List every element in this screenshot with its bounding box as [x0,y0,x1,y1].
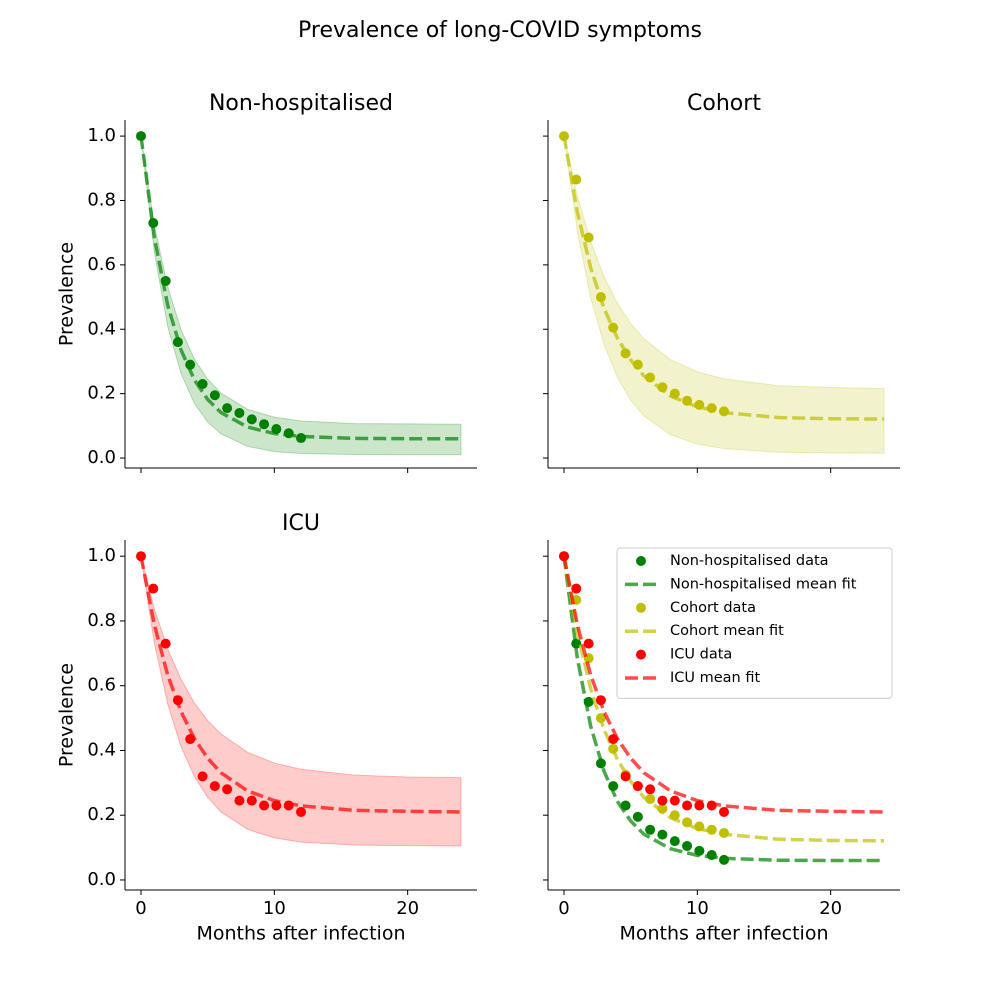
legend-frame [616,547,893,699]
data-point [719,806,729,817]
fit-line [562,135,885,421]
legend-label: Non-hospitalised data [670,553,829,569]
data-point [209,390,220,401]
fit-line [139,555,462,814]
y-tick-label: 0.0 [87,447,116,468]
data-point [583,638,594,649]
y-tick-label: 0.2 [87,383,116,404]
x-tick-label: 20 [819,898,842,919]
data-point [296,806,306,817]
confidence-band [140,556,462,847]
subplot: ICU 0.0 0.2 0.4 0.6 0.8 1.0 0 10 20 Months after i… [56,511,477,945]
data-point [234,795,245,806]
data-point [209,781,220,792]
data-point [682,840,693,851]
y-tick-label: 0.4 [87,318,116,339]
data-point [657,829,668,840]
y-axis-label: Prevalence [56,242,78,346]
data-point [222,784,233,795]
data-point [160,638,171,649]
legend-swatch [636,556,646,566]
x-tick-label: 0 [558,898,569,919]
legend: Non-hospitalised data Non-hospitalised me… [616,547,893,699]
subplot-title: Cohort [687,91,761,116]
y-tick-label: 0.8 [87,189,116,210]
subplot: Non-hospitalised 0.0 0.2 0.4 0.6 0.8 1.0 Preval… [56,91,477,473]
confidence-band [563,135,885,454]
y-tick-label: 0.4 [87,739,116,760]
y-tick-label: 0.6 [87,254,116,275]
data-point [246,414,257,425]
data-point [148,583,159,594]
legend-label: ICU mean fit [670,670,760,686]
legend-swatch [636,649,646,660]
data-point [669,836,680,847]
fit-line [562,555,884,863]
legend-label: Non-hospitalised mean fit [670,576,857,592]
fit-line [562,555,885,843]
x-tick-label: 10 [263,898,286,919]
data-point [620,771,631,782]
subplot-title: ICU [282,511,320,536]
data-point [632,811,643,822]
y-tick-label: 0.0 [87,869,116,890]
x-tick-label: 20 [396,898,419,919]
y-tick-label: 1.0 [87,125,116,146]
data-point [669,795,680,806]
x-axis-label: Months after infection [619,923,828,945]
y-tick-label: 1.0 [87,545,116,566]
y-tick-label: 0.6 [87,675,116,696]
legend-label: Cohort data [670,600,756,616]
data-point [271,424,282,435]
subplot: 0 10 20 Months after infection Non-hospitali… [543,540,900,945]
data-point [583,232,594,243]
legend-swatch [636,602,646,613]
data-point [234,407,245,418]
data-point [694,845,705,856]
y-axis-label: Prevalence [56,663,78,767]
legend-label: Cohort mean fit [670,623,784,639]
figure-title: Prevalence of long-COVID symptoms [298,18,702,43]
data-point [632,781,643,792]
subplot-title: Non-hospitalised [209,91,393,116]
x-axis-label: Months after infection [196,923,405,945]
data-point [571,583,582,594]
y-tick-label: 0.8 [87,610,116,631]
confidence-band [140,136,462,456]
data-point [259,800,270,811]
legend-label: ICU data [670,647,732,663]
data-point [682,800,693,811]
x-tick-label: 0 [135,898,146,919]
data-point [246,795,257,806]
data-point [657,795,668,806]
x-tick-label: 10 [686,898,709,919]
data-point [222,403,233,414]
subplot: Cohort [543,91,900,473]
fit-line [562,555,885,814]
data-point [645,784,656,795]
data-point [259,419,270,430]
data-point [197,771,208,782]
fit-line [139,135,461,441]
data-point [645,824,656,835]
y-tick-label: 0.2 [87,804,116,825]
